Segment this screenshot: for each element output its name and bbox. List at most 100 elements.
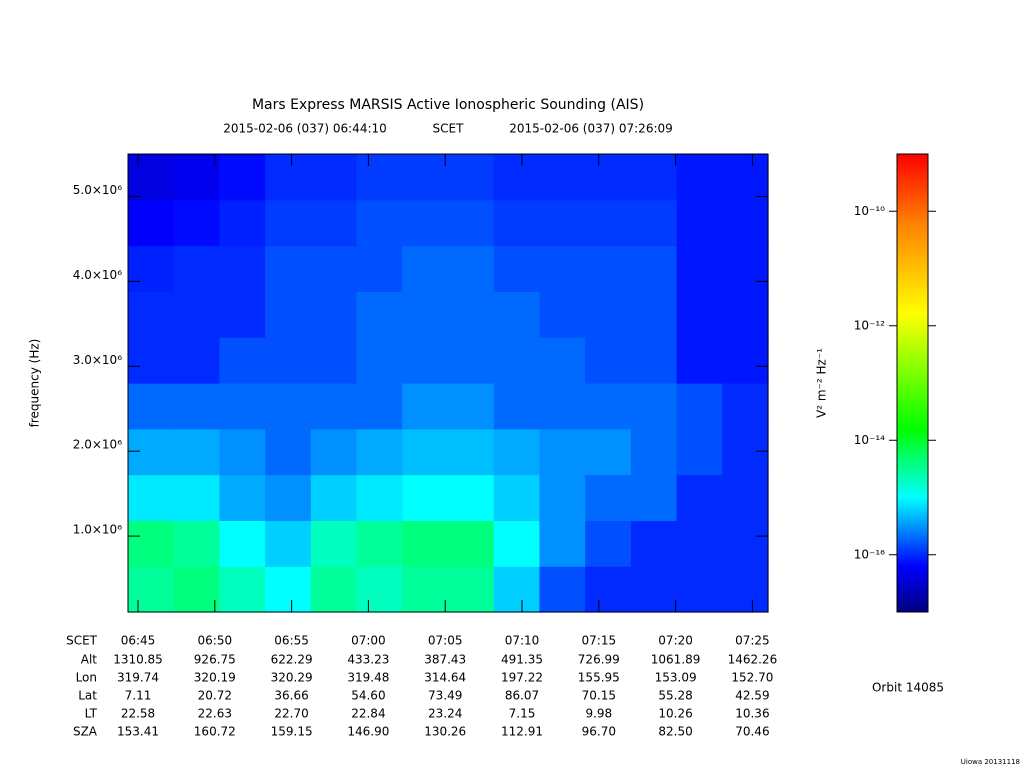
table-cell: 314.64 bbox=[424, 671, 466, 685]
heatmap-cell bbox=[310, 199, 358, 247]
heatmap-cell bbox=[173, 199, 221, 247]
y-axis-label: frequency (Hz) bbox=[28, 339, 42, 428]
heatmap-cell bbox=[356, 383, 403, 430]
start-time: 2015-02-06 (037) 06:44:10 bbox=[223, 122, 387, 136]
table-cell: 70.46 bbox=[735, 725, 769, 739]
colorbar-tick-label: 10⁻¹⁶ bbox=[854, 547, 885, 561]
table-cell: 86.07 bbox=[505, 689, 539, 703]
table-cell: 54.60 bbox=[351, 689, 385, 703]
table-cell: 10.36 bbox=[735, 707, 769, 721]
heatmap-cell bbox=[493, 245, 541, 292]
y-tick-label: 1.0×10⁶ bbox=[73, 523, 122, 537]
heatmap-cell bbox=[310, 520, 358, 567]
heatmap-cell bbox=[539, 199, 586, 247]
heatmap-cell bbox=[676, 199, 723, 247]
heatmap-cell bbox=[722, 566, 769, 613]
table-cell: 152.70 bbox=[731, 671, 773, 685]
heatmap-cell bbox=[356, 428, 403, 476]
heatmap-cell bbox=[310, 154, 358, 201]
table-cell: 387.43 bbox=[424, 653, 466, 667]
heatmap-cell bbox=[219, 428, 266, 476]
heatmap-cell bbox=[676, 566, 723, 613]
orbit-label: Orbit 14085 bbox=[872, 681, 944, 695]
heatmap-cell bbox=[128, 566, 175, 613]
heatmap-cell bbox=[128, 383, 175, 430]
heatmap-cell bbox=[448, 428, 495, 476]
table-cell: 130.26 bbox=[424, 725, 466, 739]
heatmap-cell bbox=[402, 520, 449, 567]
heatmap-cell bbox=[402, 199, 449, 247]
heatmap-cell bbox=[539, 383, 586, 430]
heatmap-cell bbox=[356, 199, 403, 247]
table-cell: 153.09 bbox=[655, 671, 697, 685]
table-cell: 433.23 bbox=[347, 653, 389, 667]
heatmap-cell bbox=[265, 199, 312, 247]
table-cell: 36.66 bbox=[274, 689, 308, 703]
heatmap-cell bbox=[173, 337, 221, 384]
table-row-label: Lat bbox=[78, 689, 97, 703]
heatmap-cell bbox=[173, 291, 221, 338]
table-cell: 82.50 bbox=[658, 725, 692, 739]
heatmap-cell bbox=[630, 383, 678, 430]
heatmap-cell bbox=[493, 199, 541, 247]
heatmap-cell bbox=[630, 337, 678, 384]
heatmap-cell bbox=[722, 245, 769, 292]
heatmap-cell bbox=[630, 474, 678, 521]
heatmap-cell bbox=[630, 566, 678, 613]
table-row-label: Alt bbox=[81, 653, 98, 667]
heatmap-cell bbox=[676, 474, 723, 521]
plot-frame bbox=[127, 153, 769, 613]
y-tick-label: 2.0×10⁶ bbox=[73, 438, 122, 452]
heatmap-cell bbox=[402, 337, 449, 384]
heatmap-cell bbox=[448, 520, 495, 567]
heatmap-cell bbox=[173, 428, 221, 476]
heatmap-cell bbox=[585, 245, 632, 292]
colorbar bbox=[896, 153, 929, 613]
heatmap-cell bbox=[310, 291, 358, 338]
table-cell: 42.59 bbox=[735, 689, 769, 703]
heatmap-cell bbox=[448, 154, 495, 201]
heatmap-cell bbox=[539, 154, 586, 201]
heatmap-cell bbox=[310, 474, 358, 521]
heatmap-cell bbox=[128, 520, 175, 567]
table-cell: 155.95 bbox=[578, 671, 620, 685]
heatmap-cell bbox=[219, 154, 266, 201]
heatmap-cell bbox=[722, 520, 769, 567]
heatmap-cell bbox=[493, 154, 541, 201]
chart-title: Mars Express MARSIS Active Ionospheric S… bbox=[252, 97, 644, 113]
table-cell: 7.11 bbox=[125, 689, 152, 703]
heatmap-cell bbox=[493, 428, 541, 476]
heatmap-cell bbox=[356, 337, 403, 384]
table-cell: 23.24 bbox=[428, 707, 462, 721]
heatmap-cell bbox=[676, 291, 723, 338]
heatmap-cell bbox=[539, 474, 586, 521]
heatmap-cell bbox=[128, 428, 175, 476]
table-cell: 9.98 bbox=[585, 707, 612, 721]
y-tick-label: 5.0×10⁶ bbox=[73, 183, 122, 197]
heatmap-cell bbox=[539, 245, 586, 292]
heatmap-cell bbox=[310, 428, 358, 476]
table-cell: 70.15 bbox=[582, 689, 616, 703]
heatmap-cell bbox=[676, 520, 723, 567]
heatmap-cell bbox=[265, 428, 312, 476]
heatmap-cell bbox=[219, 474, 266, 521]
heatmap-cell bbox=[173, 154, 221, 201]
heatmap-cell bbox=[265, 291, 312, 338]
heatmap-cell bbox=[219, 245, 266, 292]
table-cell: 20.72 bbox=[198, 689, 232, 703]
table-cell: 112.91 bbox=[501, 725, 543, 739]
heatmap-cell bbox=[448, 291, 495, 338]
heatmap-cell bbox=[402, 291, 449, 338]
heatmap-cell bbox=[585, 154, 632, 201]
heatmap-cell bbox=[676, 154, 723, 201]
table-cell: 10.26 bbox=[658, 707, 692, 721]
colorbar-tick-label: 10⁻¹² bbox=[854, 318, 885, 332]
heatmap-cell bbox=[128, 245, 175, 292]
heatmap-cell bbox=[219, 337, 266, 384]
heatmap-cell bbox=[356, 245, 403, 292]
heatmap-cell bbox=[585, 199, 632, 247]
table-cell: 159.15 bbox=[271, 725, 313, 739]
table-cell: 319.48 bbox=[347, 671, 389, 685]
table-cell: 1061.89 bbox=[651, 653, 701, 667]
table-cell: 55.28 bbox=[658, 689, 692, 703]
